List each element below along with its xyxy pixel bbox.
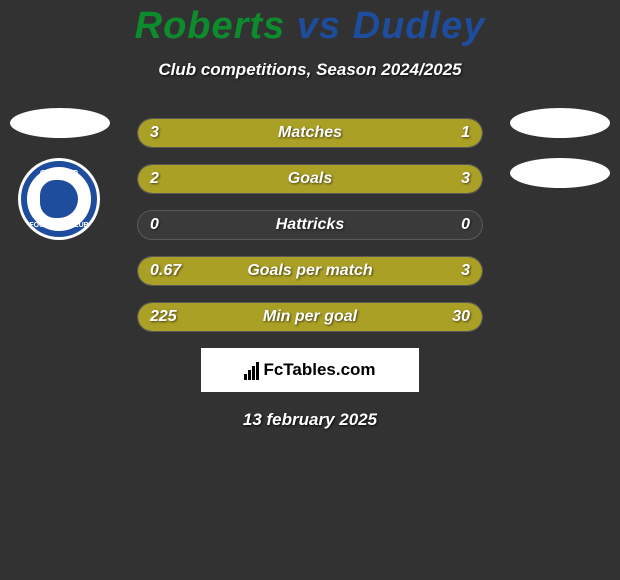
stat-row: 0Hattricks0 (137, 210, 483, 240)
player1-name: Roberts (135, 5, 286, 47)
date: 13 february 2025 (0, 410, 620, 430)
player1-flag-ellipse (10, 108, 110, 138)
stat-rows: 3Matches12Goals30Hattricks00.67Goals per… (137, 118, 483, 332)
stat-row: 0.67Goals per match3 (137, 256, 483, 286)
stat-row: 225Min per goal30 (137, 302, 483, 332)
vs-text: vs (297, 5, 341, 47)
left-badges: CHESTER FOOTBALL CLUB (10, 108, 110, 240)
player2-club-ellipse (510, 158, 610, 188)
lion-icon (40, 180, 78, 218)
stat-label: Hattricks (138, 211, 482, 239)
stat-label: Matches (138, 119, 482, 147)
brand-box[interactable]: FcTables.com (201, 348, 419, 392)
badge-text-bottom: FOOTBALL CLUB (29, 222, 88, 229)
subtitle: Club competitions, Season 2024/2025 (0, 60, 620, 80)
stat-value-right: 0 (461, 211, 470, 239)
stat-label: Min per goal (138, 303, 482, 331)
badge-text-top: CHESTER (40, 169, 78, 178)
main-area: CHESTER FOOTBALL CLUB 3Matches12Goals30H… (0, 118, 620, 430)
stat-value-right: 3 (461, 165, 470, 193)
right-badges (510, 108, 610, 208)
stat-row: 3Matches1 (137, 118, 483, 148)
comparison-title: Roberts vs Dudley (0, 5, 620, 48)
stat-label: Goals (138, 165, 482, 193)
chart-icon (244, 360, 259, 380)
stat-value-right: 1 (461, 119, 470, 147)
stat-value-right: 3 (461, 257, 470, 285)
stat-value-right: 30 (452, 303, 470, 331)
stat-row: 2Goals3 (137, 164, 483, 194)
player2-name: Dudley (353, 5, 486, 47)
player1-club-badge: CHESTER FOOTBALL CLUB (18, 158, 100, 240)
stat-label: Goals per match (138, 257, 482, 285)
brand-text: FcTables.com (263, 360, 375, 380)
player2-flag-ellipse (510, 108, 610, 138)
